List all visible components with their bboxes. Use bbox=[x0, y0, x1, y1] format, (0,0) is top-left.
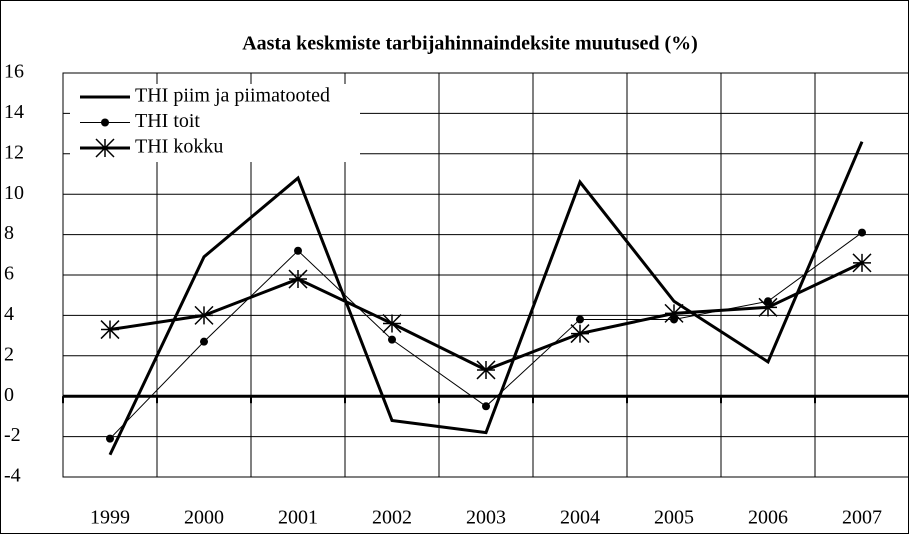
marker bbox=[100, 320, 120, 340]
y-tick-label: -4 bbox=[4, 465, 21, 487]
x-tick-label: 2004 bbox=[560, 507, 600, 529]
marker bbox=[95, 138, 115, 158]
marker bbox=[576, 315, 584, 324]
y-tick-label: -2 bbox=[4, 424, 21, 446]
marker bbox=[288, 269, 308, 289]
y-tick-label: 4 bbox=[4, 303, 14, 325]
legend-label: THI piim ja piimatooted bbox=[135, 85, 330, 107]
marker bbox=[294, 246, 302, 255]
x-tick-label: 2003 bbox=[466, 507, 506, 529]
marker bbox=[388, 335, 396, 344]
y-tick-label: 10 bbox=[4, 182, 24, 204]
marker bbox=[200, 337, 208, 346]
marker bbox=[101, 118, 109, 127]
x-tick-label: 2002 bbox=[372, 507, 412, 529]
marker bbox=[382, 313, 402, 334]
x-tick-label: 1999 bbox=[90, 507, 130, 529]
x-tick-label: 2001 bbox=[278, 507, 318, 529]
marker bbox=[194, 305, 214, 325]
marker bbox=[482, 402, 490, 411]
y-tick-label: 2 bbox=[4, 343, 14, 365]
marker bbox=[758, 297, 778, 317]
x-tick-label: 2000 bbox=[184, 507, 224, 529]
marker bbox=[106, 434, 114, 443]
marker bbox=[664, 303, 684, 323]
x-tick-label: 2007 bbox=[842, 507, 882, 529]
marker bbox=[852, 253, 872, 273]
y-tick-label: 16 bbox=[4, 61, 24, 83]
y-tick-label: 0 bbox=[4, 384, 14, 406]
x-tick-label: 2006 bbox=[748, 507, 788, 529]
marker bbox=[858, 228, 866, 237]
marker bbox=[570, 324, 590, 344]
chart-title: Aasta keskmiste tarbijahinnaindeksite mu… bbox=[242, 33, 698, 55]
legend-label: THI toit bbox=[135, 110, 200, 132]
y-tick-label: 8 bbox=[4, 222, 14, 244]
legend-label: THI kokku bbox=[135, 136, 223, 158]
y-tick-label: 14 bbox=[4, 101, 24, 123]
y-tick-label: 6 bbox=[4, 263, 14, 285]
marker bbox=[476, 360, 496, 380]
y-tick-label: 12 bbox=[4, 141, 24, 163]
x-tick-label: 2005 bbox=[654, 507, 694, 529]
series-line bbox=[108, 141, 864, 456]
